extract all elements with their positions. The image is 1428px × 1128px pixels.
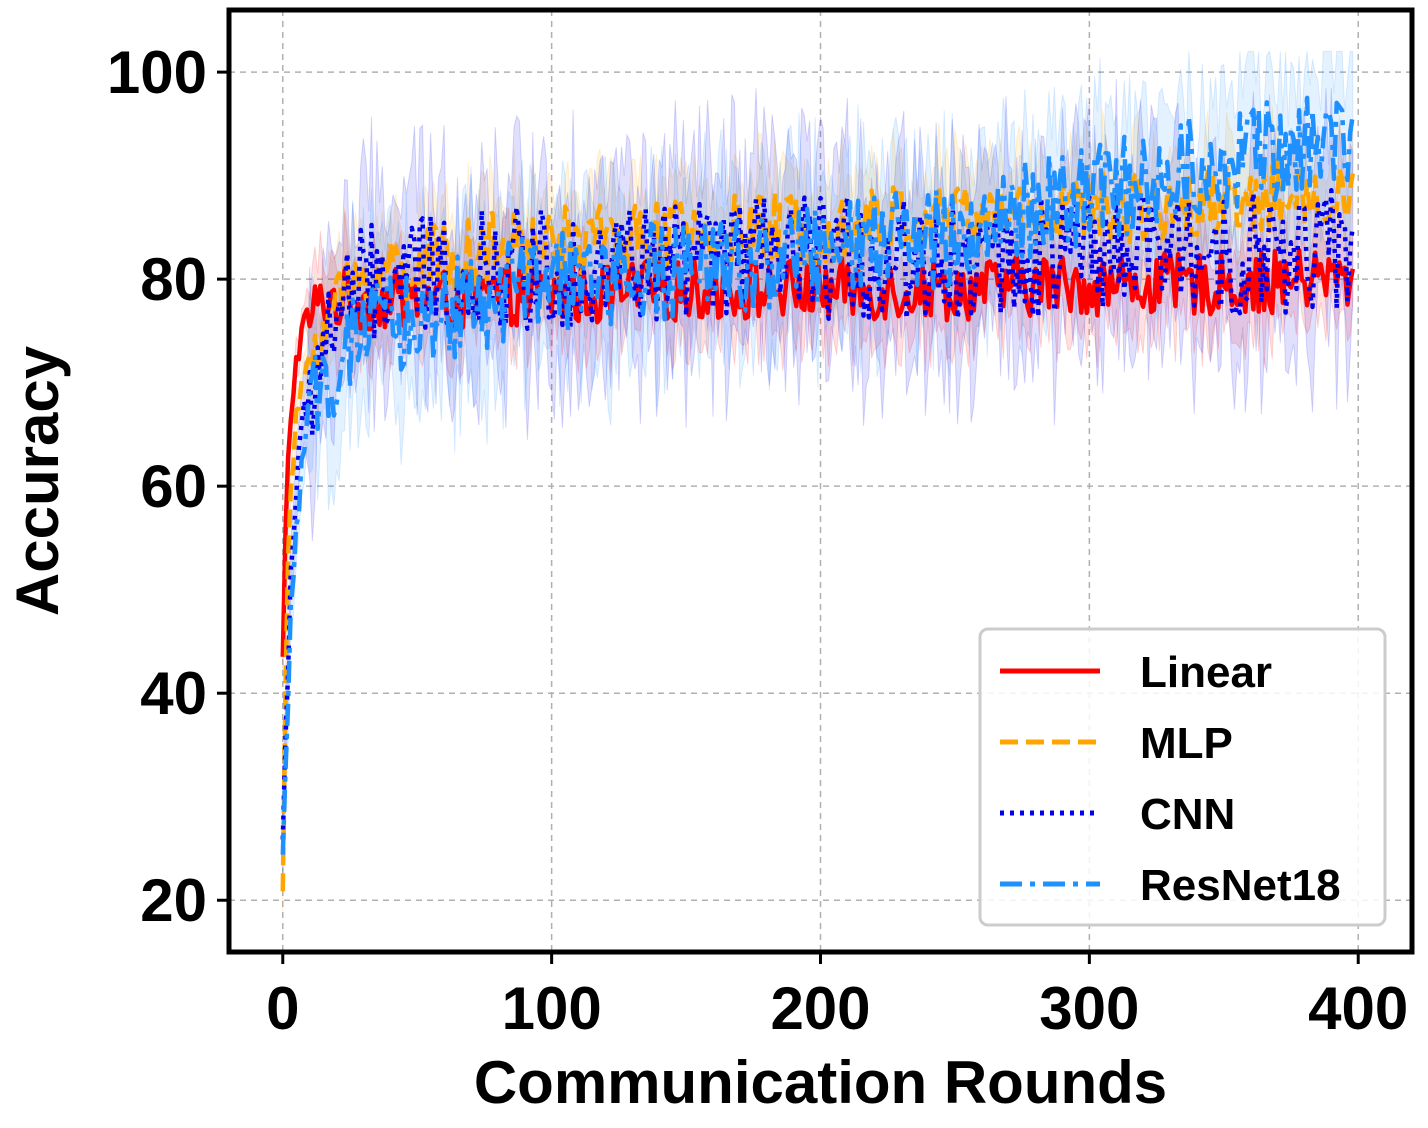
legend-label: MLP — [1140, 719, 1233, 768]
y-tick-label: 80 — [140, 246, 207, 313]
legend-box — [978, 627, 1387, 927]
x-tick-label: 100 — [502, 975, 602, 1042]
x-tick-label: 0 — [266, 975, 299, 1042]
x-axis-title: Communication Rounds — [474, 1049, 1167, 1116]
legend-label: ResNet18 — [1140, 861, 1341, 910]
y-axis-title: Accuracy — [4, 345, 71, 616]
x-tick-label: 200 — [770, 975, 870, 1042]
y-tick-label: 20 — [140, 867, 207, 934]
series-line-resnet18 — [280, 95, 1356, 855]
y-tick-label: 60 — [140, 453, 207, 520]
legend-label: CNN — [1140, 790, 1235, 839]
series-lines — [280, 95, 1356, 892]
axis-ticks: 0 100 200 300 400 20 40 60 80 100 — [107, 39, 1408, 1042]
y-tick-label: 100 — [107, 39, 207, 106]
x-tick-label: 400 — [1308, 975, 1408, 1042]
x-tick-label: 300 — [1039, 975, 1139, 1042]
legend-label: Linear — [1140, 648, 1272, 697]
legend: Linear MLP CNN ResNet18 — [978, 627, 1387, 927]
y-tick-label: 40 — [140, 660, 207, 727]
